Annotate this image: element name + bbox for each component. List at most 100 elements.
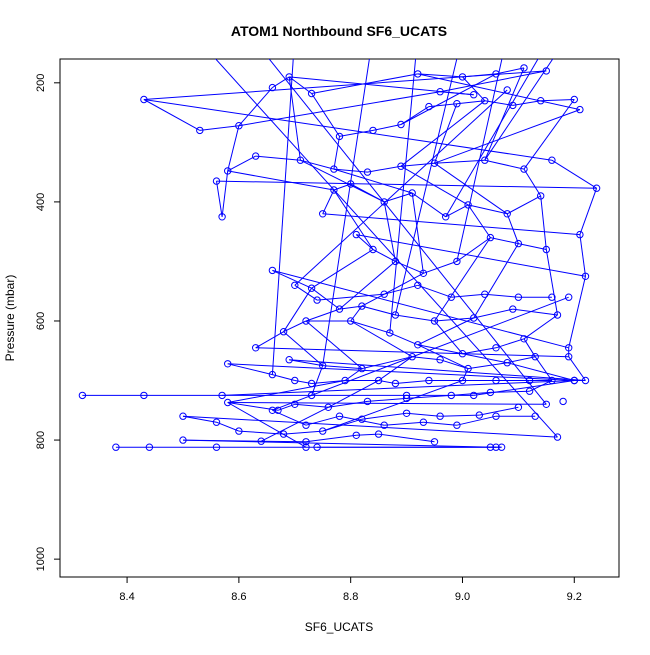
series-line-segment <box>512 100 541 106</box>
x-tick-label: 9.0 <box>455 591 470 603</box>
data-point <box>548 376 556 385</box>
data-point <box>268 370 277 379</box>
series-line-segment <box>317 293 385 301</box>
data-point <box>212 443 221 451</box>
series-line-segment <box>417 344 469 370</box>
series-line-segment <box>428 103 457 108</box>
series-line-segment <box>339 305 362 310</box>
series-line-segment <box>456 237 491 262</box>
series-line-segment <box>305 308 340 322</box>
series-line-segment <box>322 365 362 370</box>
data-point <box>291 400 299 408</box>
data-point <box>352 230 360 239</box>
data-point <box>430 159 439 167</box>
series-line-segment <box>529 380 553 392</box>
series-line-segment <box>300 159 385 203</box>
data-point <box>179 412 187 420</box>
series-line-segment <box>238 91 441 127</box>
data-point <box>224 398 232 407</box>
series-line-segment <box>182 415 558 438</box>
series-line-segment <box>255 331 284 349</box>
series-line-segment <box>305 415 340 426</box>
series-line-segment <box>378 433 435 443</box>
data-point <box>291 281 299 289</box>
data-point <box>252 344 260 352</box>
data-point <box>330 186 338 194</box>
series-line-segment <box>434 159 485 164</box>
data-point <box>481 290 489 298</box>
series-line-segment <box>434 317 474 322</box>
data-point <box>542 67 550 75</box>
series-line-segment <box>389 332 418 346</box>
series-line-segment <box>417 317 474 346</box>
data-point <box>313 443 321 451</box>
series-line-segment <box>462 353 508 364</box>
series-line-segment <box>361 356 413 370</box>
series-line-segment <box>468 362 508 370</box>
series-line-segment <box>579 188 598 235</box>
data-point <box>525 376 534 385</box>
series-line-segment <box>305 434 357 443</box>
series-line-segment <box>294 89 508 286</box>
series-line-segment <box>395 260 424 274</box>
series-line-segment <box>268 59 547 405</box>
series-line-segment <box>479 406 519 416</box>
data-point <box>559 397 567 406</box>
data-point <box>386 329 394 337</box>
series-line-segment <box>445 59 539 218</box>
series-line-segment <box>545 249 558 316</box>
data-point <box>458 376 467 385</box>
data-point <box>548 293 556 301</box>
series-line-segment <box>238 87 273 127</box>
series-line-segment <box>512 308 558 316</box>
data-point <box>481 156 489 164</box>
data-point <box>279 328 288 336</box>
series-line-segment <box>333 136 340 170</box>
data-point <box>402 394 411 403</box>
series-line-segment <box>361 305 396 316</box>
series-line-segment <box>473 308 513 319</box>
data-point <box>425 102 433 111</box>
data-point <box>347 317 355 325</box>
series-line-segment <box>417 284 452 298</box>
data-point <box>525 387 534 395</box>
data-point <box>470 391 478 400</box>
series-line-segment <box>507 356 536 364</box>
data-point <box>503 359 511 367</box>
data-point <box>363 397 372 406</box>
series-line-segment <box>378 356 413 381</box>
series-line-segment <box>579 234 586 277</box>
data-point <box>179 436 187 444</box>
series-line-segment <box>272 409 307 426</box>
data-point <box>553 433 562 441</box>
series-line-segment <box>227 363 575 381</box>
series-line-segment <box>272 374 295 381</box>
data-point <box>486 388 495 397</box>
series-line-segment <box>400 73 497 125</box>
data-point <box>520 335 528 343</box>
data-point <box>319 210 327 218</box>
series-line-segment <box>182 439 262 442</box>
series-line-segment <box>367 165 402 173</box>
data-point <box>570 95 578 104</box>
series-line-segment <box>289 359 586 381</box>
data-point <box>408 353 416 361</box>
y-tick-label: 1000 <box>35 547 47 571</box>
data-point <box>503 210 511 218</box>
data-point <box>497 443 506 451</box>
series-line-segment <box>506 195 541 215</box>
plot-frame <box>59 58 620 578</box>
series-line-segment <box>384 192 413 203</box>
data-point <box>565 353 573 361</box>
data-point <box>347 180 355 188</box>
data-point <box>307 284 316 292</box>
data-point <box>453 257 461 266</box>
series-line-segment <box>294 403 329 408</box>
data-point <box>330 165 338 173</box>
data-point <box>302 421 310 429</box>
data-point <box>369 245 377 254</box>
data-point <box>520 165 528 173</box>
data-point <box>492 344 500 352</box>
data-point <box>341 376 349 385</box>
data-point <box>279 430 288 438</box>
